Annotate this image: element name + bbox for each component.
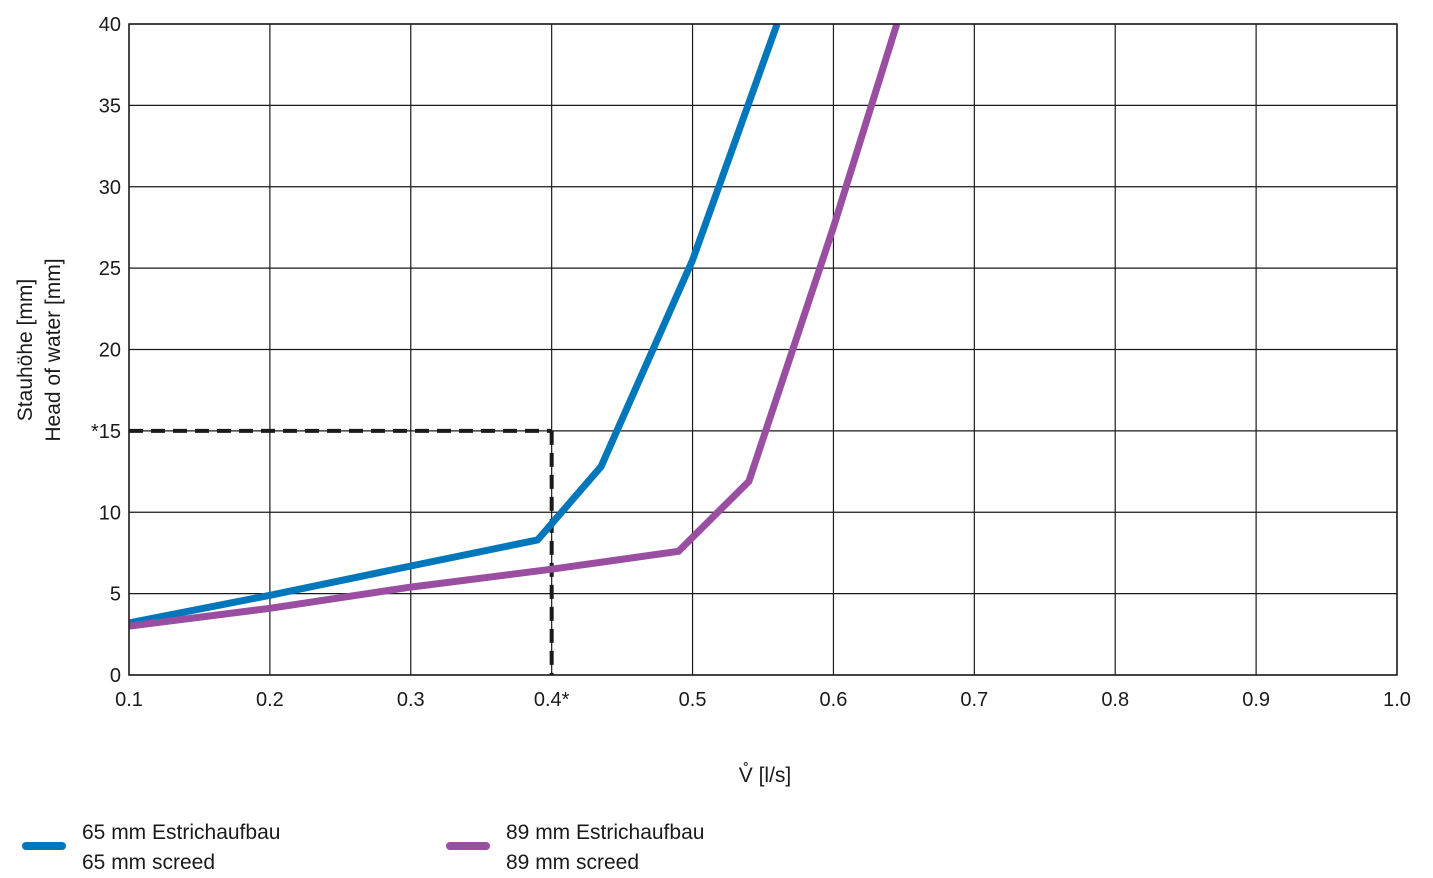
x-axis-label: V̊ [l/s] bbox=[739, 763, 792, 787]
x-tick-label: 0.3 bbox=[397, 689, 425, 711]
y-tick-label: 20 bbox=[99, 340, 121, 362]
x-tick-label: 0.4* bbox=[534, 689, 570, 711]
legend-label-en: 89 mm screed bbox=[506, 851, 640, 874]
legend-label-de: 65 mm Estrichaufbau bbox=[82, 821, 281, 844]
series-lines bbox=[128, 22, 901, 630]
y-axis-label-en: Head of water [mm] bbox=[42, 258, 65, 441]
x-tick-label: 1.0 bbox=[1383, 689, 1411, 711]
series-line-1 bbox=[128, 22, 901, 630]
y-tick-label: 35 bbox=[99, 95, 121, 117]
series-line-0 bbox=[128, 22, 781, 627]
x-tick-label: 0.1 bbox=[115, 689, 143, 711]
x-tick-label: 0.9 bbox=[1242, 689, 1270, 711]
chart: 0.1 0.2 0.3 0.4* 0.5 0.6 0.7 0.8 0.9 1.0 0 5 10 *15 2… bbox=[14, 14, 1411, 787]
x-tick-label: 0.7 bbox=[960, 689, 988, 711]
y-tick-label: 30 bbox=[99, 177, 121, 199]
grid bbox=[128, 23, 1398, 676]
reference-lines bbox=[129, 428, 554, 675]
x-tick-label: 0.6 bbox=[820, 689, 848, 711]
y-tick-label: 40 bbox=[99, 14, 121, 36]
legend-swatch-89mm bbox=[446, 842, 490, 850]
x-tick-labels: 0.1 0.2 0.3 0.4* 0.5 0.6 0.7 0.8 0.9 1.0 bbox=[115, 689, 1411, 711]
legend-item-89mm: 89 mm Estrichaufbau 89 mm screed bbox=[446, 818, 704, 878]
y-tick-label: 25 bbox=[99, 258, 121, 280]
legend-text-65mm: 65 mm Estrichaufbau 65 mm screed bbox=[82, 818, 280, 878]
y-tick-label: *15 bbox=[91, 421, 121, 443]
x-tick-label: 0.5 bbox=[679, 689, 707, 711]
legend-item-65mm: 65 mm Estrichaufbau 65 mm screed bbox=[22, 818, 280, 878]
y-tick-labels: 0 5 10 *15 20 25 30 35 40 bbox=[91, 14, 121, 687]
plot-frame bbox=[128, 23, 1398, 676]
legend-label-en: 65 mm screed bbox=[82, 851, 216, 874]
legend-swatch-65mm bbox=[22, 842, 66, 850]
y-tick-label: 5 bbox=[110, 584, 121, 606]
x-tick-label: 0.8 bbox=[1101, 689, 1129, 711]
legend-label-de: 89 mm Estrichaufbau bbox=[506, 821, 705, 844]
x-tick-label: 0.2 bbox=[256, 689, 284, 711]
y-tick-label: 10 bbox=[99, 502, 121, 524]
legend-text-89mm: 89 mm Estrichaufbau 89 mm screed bbox=[506, 818, 704, 878]
y-axis-label-de: Stauhöhe [mm] bbox=[14, 279, 37, 421]
y-tick-label: 0 bbox=[110, 665, 121, 687]
